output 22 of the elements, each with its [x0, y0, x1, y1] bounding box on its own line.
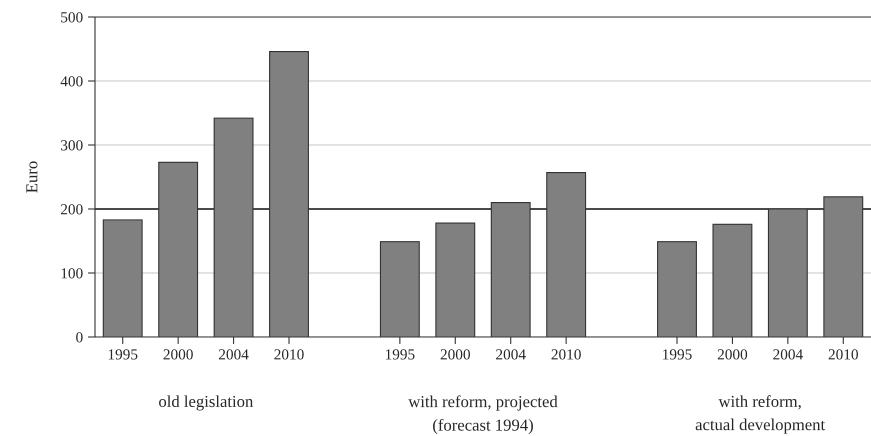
- y-axis-title: Euro: [26, 161, 38, 193]
- x-tick-label: 1995: [108, 349, 138, 360]
- x-tick-label: 2004: [496, 349, 526, 360]
- y-tick-label: 400: [60, 76, 83, 86]
- y-tick-label: 300: [61, 140, 83, 150]
- y-tick-label: 0: [76, 332, 83, 342]
- y-tick-label: 200: [60, 204, 83, 214]
- x-tick-label: 2010: [828, 349, 858, 360]
- y-tick-label: 100: [62, 268, 83, 278]
- x-tick-label: 1995: [386, 349, 415, 360]
- text: with reform, actual development: [696, 395, 826, 434]
- x-tick-label: 2010: [274, 349, 304, 360]
- x-tick-label: 2000: [440, 349, 470, 360]
- x-tick-label: 2004: [773, 349, 803, 360]
- text: with reform, projected (forecast 1994): [408, 395, 558, 434]
- text: old legislation: [159, 395, 254, 410]
- x-tick-label: 1995: [663, 349, 692, 360]
- y-tick-label: 500: [61, 12, 83, 22]
- x-tick-label: 2000: [164, 349, 193, 360]
- x-tick-label: 2000: [718, 349, 748, 360]
- x-tick-label: 2004: [218, 349, 249, 360]
- x-tick-label: 2010: [552, 349, 581, 360]
